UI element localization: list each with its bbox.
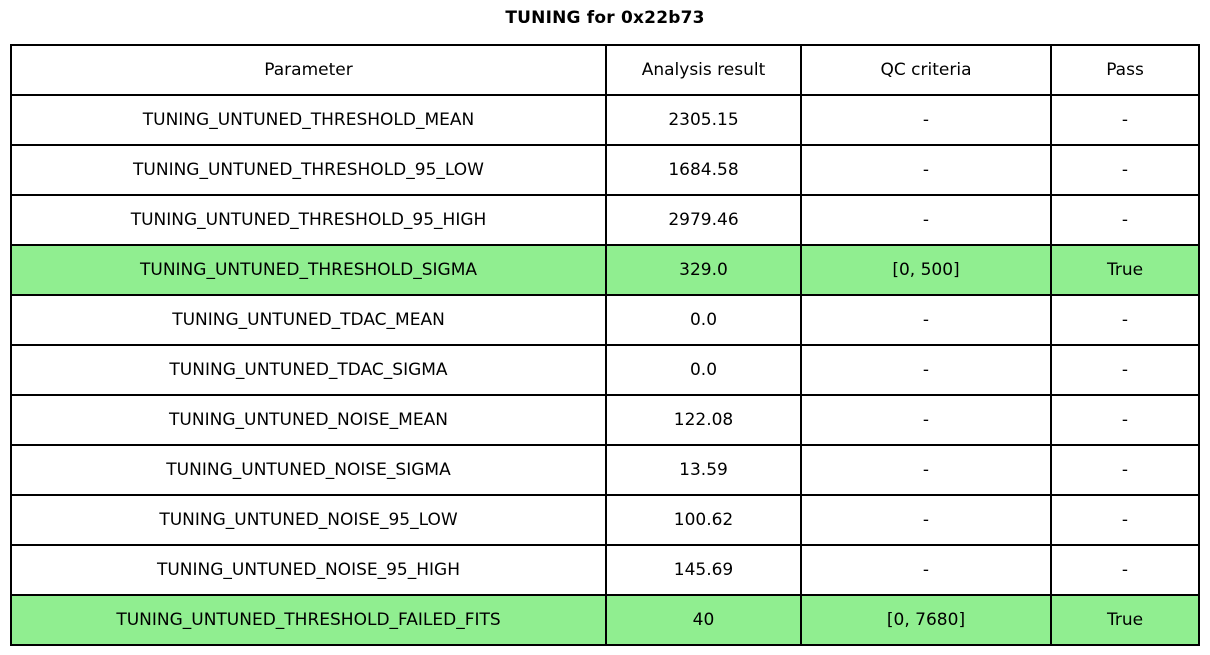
cell-analysis-result: 2979.46 (605, 194, 802, 246)
cell-qc-criteria: - (800, 294, 1052, 346)
qc-results-table: Parameter Analysis result QC criteria Pa… (10, 44, 1200, 646)
col-header-parameter: Parameter (10, 44, 607, 96)
cell-pass: - (1050, 544, 1200, 596)
cell-pass: True (1050, 594, 1200, 646)
cell-pass: - (1050, 94, 1200, 146)
table-row: TUNING_UNTUNED_THRESHOLD_FAILED_FITS 40 … (10, 594, 1200, 646)
cell-analysis-result: 0.0 (605, 294, 802, 346)
cell-pass: - (1050, 144, 1200, 196)
cell-qc-criteria: [0, 7680] (800, 594, 1052, 646)
cell-pass: - (1050, 344, 1200, 396)
cell-pass: True (1050, 244, 1200, 296)
cell-pass: - (1050, 194, 1200, 246)
page-title: TUNING for 0x22b73 (505, 8, 705, 28)
col-header-qc-criteria: QC criteria (800, 44, 1052, 96)
cell-qc-criteria: [0, 500] (800, 244, 1052, 296)
col-header-analysis-result: Analysis result (605, 44, 802, 96)
cell-analysis-result: 329.0 (605, 244, 802, 296)
cell-qc-criteria: - (800, 144, 1052, 196)
cell-parameter: TUNING_UNTUNED_NOISE_95_HIGH (10, 544, 607, 596)
cell-qc-criteria: - (800, 444, 1052, 496)
cell-pass: - (1050, 444, 1200, 496)
cell-analysis-result: 100.62 (605, 494, 802, 546)
cell-analysis-result: 0.0 (605, 344, 802, 396)
col-header-pass: Pass (1050, 44, 1200, 96)
cell-qc-criteria: - (800, 394, 1052, 446)
cell-pass: - (1050, 394, 1200, 446)
table-header-row: Parameter Analysis result QC criteria Pa… (10, 44, 1200, 96)
cell-analysis-result: 13.59 (605, 444, 802, 496)
cell-qc-criteria: - (800, 194, 1052, 246)
table-row: TUNING_UNTUNED_THRESHOLD_SIGMA 329.0 [0,… (10, 244, 1200, 296)
table-row: TUNING_UNTUNED_THRESHOLD_95_HIGH 2979.46… (10, 194, 1200, 246)
cell-parameter: TUNING_UNTUNED_THRESHOLD_SIGMA (10, 244, 607, 296)
cell-analysis-result: 1684.58 (605, 144, 802, 196)
table-row: TUNING_UNTUNED_THRESHOLD_MEAN 2305.15 - … (10, 94, 1200, 146)
cell-qc-criteria: - (800, 344, 1052, 396)
cell-qc-criteria: - (800, 494, 1052, 546)
table-row: TUNING_UNTUNED_NOISE_95_LOW 100.62 - - (10, 494, 1200, 546)
cell-parameter: TUNING_UNTUNED_THRESHOLD_95_HIGH (10, 194, 607, 246)
cell-analysis-result: 40 (605, 594, 802, 646)
cell-parameter: TUNING_UNTUNED_NOISE_SIGMA (10, 444, 607, 496)
cell-parameter: TUNING_UNTUNED_THRESHOLD_MEAN (10, 94, 607, 146)
cell-parameter: TUNING_UNTUNED_THRESHOLD_FAILED_FITS (10, 594, 607, 646)
table-row: TUNING_UNTUNED_NOISE_MEAN 122.08 - - (10, 394, 1200, 446)
table-row: TUNING_UNTUNED_NOISE_SIGMA 13.59 - - (10, 444, 1200, 496)
table-row: TUNING_UNTUNED_THRESHOLD_95_LOW 1684.58 … (10, 144, 1200, 196)
cell-analysis-result: 145.69 (605, 544, 802, 596)
cell-pass: - (1050, 294, 1200, 346)
cell-parameter: TUNING_UNTUNED_NOISE_MEAN (10, 394, 607, 446)
cell-parameter: TUNING_UNTUNED_TDAC_MEAN (10, 294, 607, 346)
table-row: TUNING_UNTUNED_TDAC_MEAN 0.0 - - (10, 294, 1200, 346)
cell-qc-criteria: - (800, 94, 1052, 146)
cell-parameter: TUNING_UNTUNED_TDAC_SIGMA (10, 344, 607, 396)
cell-analysis-result: 122.08 (605, 394, 802, 446)
table-row: TUNING_UNTUNED_TDAC_SIGMA 0.0 - - (10, 344, 1200, 396)
cell-analysis-result: 2305.15 (605, 94, 802, 146)
cell-parameter: TUNING_UNTUNED_THRESHOLD_95_LOW (10, 144, 607, 196)
cell-parameter: TUNING_UNTUNED_NOISE_95_LOW (10, 494, 607, 546)
cell-qc-criteria: - (800, 544, 1052, 596)
table-row: TUNING_UNTUNED_NOISE_95_HIGH 145.69 - - (10, 544, 1200, 596)
cell-pass: - (1050, 494, 1200, 546)
